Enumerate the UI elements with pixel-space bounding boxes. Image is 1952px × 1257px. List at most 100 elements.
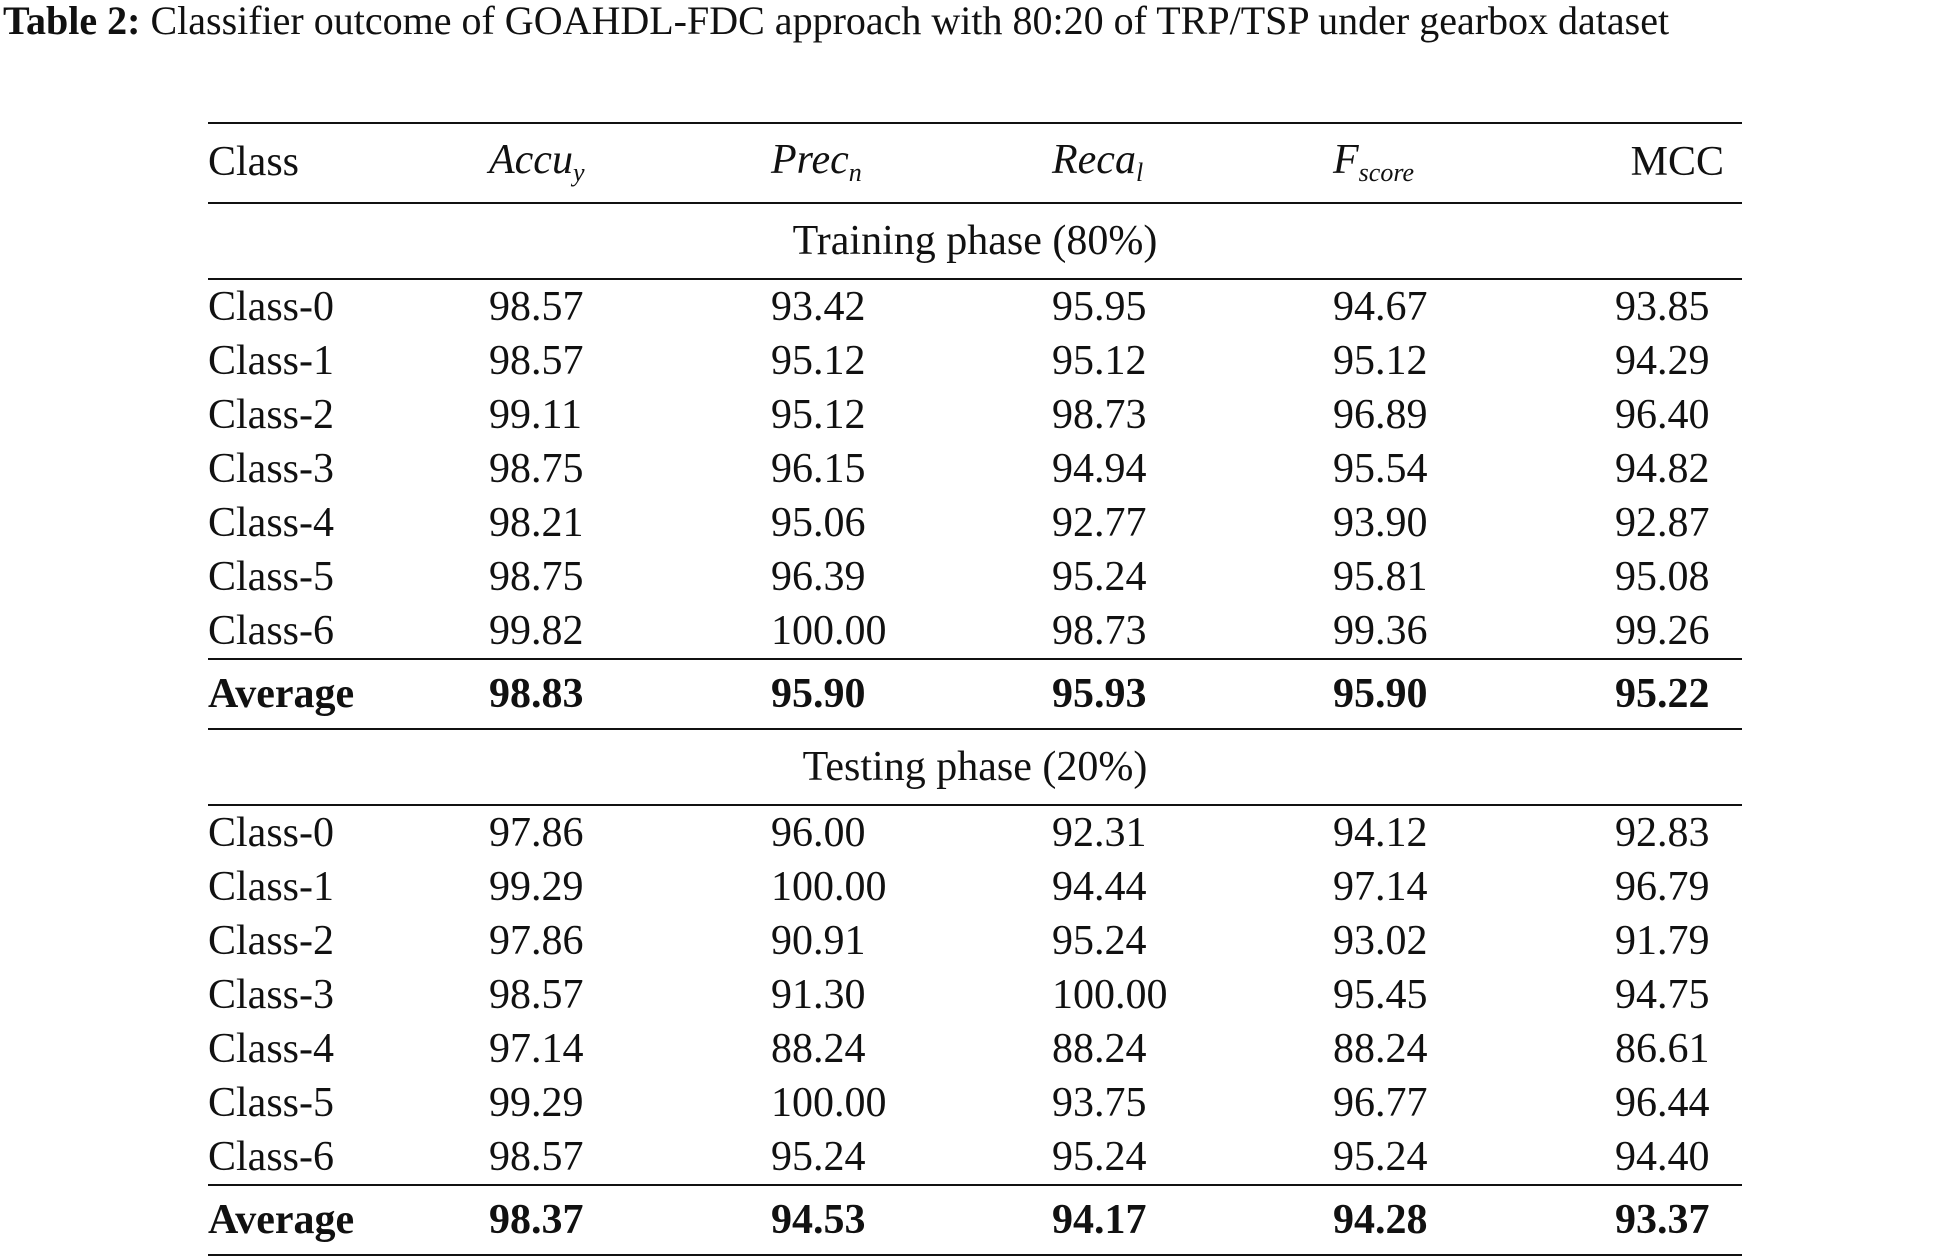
cell-class: Class-1 bbox=[208, 338, 334, 384]
cell-accuracy: 98.57 bbox=[489, 284, 584, 330]
cell-precision: 95.06 bbox=[771, 500, 866, 546]
average-cell-recall: 94.17 bbox=[1052, 1184, 1333, 1256]
cell-recall: 98.73 bbox=[1052, 608, 1147, 654]
header-mcc: MCC bbox=[1615, 122, 1742, 204]
cell-mcc: 95.08 bbox=[1615, 554, 1710, 600]
table-row: Class-1 98.57 95.12 95.12 95.12 94.29 bbox=[208, 334, 1742, 388]
cell-recall: 95.95 bbox=[1052, 284, 1147, 330]
table-row: Class-4 97.14 88.24 88.24 88.24 86.61 bbox=[208, 1022, 1742, 1076]
table-row: Class-3 98.57 91.30 100.00 95.45 94.75 bbox=[208, 968, 1742, 1022]
table-header-row: Class Accuy Precn Recal Fscore MCC bbox=[208, 122, 1742, 204]
cell-mcc: 94.29 bbox=[1615, 338, 1710, 384]
average-cell-recall: 95.93 bbox=[1052, 658, 1333, 730]
cell-recall: 95.24 bbox=[1052, 554, 1147, 600]
cell-recall: 93.75 bbox=[1052, 1080, 1147, 1126]
cell-mcc: 96.79 bbox=[1615, 864, 1710, 910]
table-row: Class-0 97.86 96.00 92.31 94.12 92.83 bbox=[208, 805, 1742, 860]
table-row: Class-5 99.29 100.00 93.75 96.77 96.44 bbox=[208, 1076, 1742, 1130]
cell-precision: 96.00 bbox=[771, 810, 866, 856]
cell-mcc: 96.40 bbox=[1615, 392, 1710, 438]
cell-mcc: 92.87 bbox=[1615, 500, 1710, 546]
cell-accuracy: 98.57 bbox=[489, 972, 584, 1018]
results-table-container: Class Accuy Precn Recal Fscore MCC Train… bbox=[208, 122, 1742, 1256]
cell-accuracy: 98.75 bbox=[489, 446, 584, 492]
table-row: Class-0 98.57 93.42 95.95 94.67 93.85 bbox=[208, 279, 1742, 334]
table-row: Class-4 98.21 95.06 92.77 93.90 92.87 bbox=[208, 496, 1742, 550]
cell-accuracy: 97.86 bbox=[489, 918, 584, 964]
cell-precision: 91.30 bbox=[771, 972, 866, 1018]
cell-fscore: 95.12 bbox=[1333, 338, 1428, 384]
cell-recall: 92.31 bbox=[1052, 810, 1147, 856]
cell-recall: 94.44 bbox=[1052, 864, 1147, 910]
cell-recall: 94.94 bbox=[1052, 446, 1147, 492]
phase-heading-row: Training phase (80%) bbox=[208, 203, 1742, 280]
cell-precision: 88.24 bbox=[771, 1026, 866, 1072]
cell-accuracy: 97.86 bbox=[489, 810, 584, 856]
cell-class: Class-4 bbox=[208, 500, 334, 546]
average-cell-mcc: 93.37 bbox=[1615, 1184, 1742, 1256]
average-row: Average 98.37 94.53 94.17 94.28 93.37 bbox=[208, 1184, 1742, 1256]
caption-label: Table 2: bbox=[3, 0, 141, 43]
cell-accuracy: 98.57 bbox=[489, 338, 584, 384]
cell-accuracy: 99.82 bbox=[489, 608, 584, 654]
average-cell-class: Average bbox=[208, 1184, 489, 1256]
cell-fscore: 94.67 bbox=[1333, 284, 1428, 330]
cell-accuracy: 97.14 bbox=[489, 1026, 584, 1072]
table-row: Class-5 98.75 96.39 95.24 95.81 95.08 bbox=[208, 550, 1742, 604]
cell-precision: 96.39 bbox=[771, 554, 866, 600]
cell-class: Class-6 bbox=[208, 608, 334, 654]
cell-mcc: 93.85 bbox=[1615, 284, 1710, 330]
cell-class: Class-0 bbox=[208, 810, 334, 856]
cell-class: Class-0 bbox=[208, 284, 334, 330]
table-row: Class-1 99.29 100.00 94.44 97.14 96.79 bbox=[208, 860, 1742, 914]
cell-class: Class-1 bbox=[208, 864, 334, 910]
table-row: Class-2 99.11 95.12 98.73 96.89 96.40 bbox=[208, 388, 1742, 442]
header-precision: Precn bbox=[771, 122, 1052, 204]
cell-class: Class-4 bbox=[208, 1026, 334, 1072]
cell-fscore: 96.89 bbox=[1333, 392, 1428, 438]
cell-mcc: 86.61 bbox=[1615, 1026, 1710, 1072]
header-accuracy: Accuy bbox=[489, 122, 771, 204]
average-cell-accuracy: 98.37 bbox=[489, 1184, 771, 1256]
average-row: Average 98.83 95.90 95.93 95.90 95.22 bbox=[208, 658, 1742, 730]
cell-recall: 98.73 bbox=[1052, 392, 1147, 438]
cell-recall: 95.24 bbox=[1052, 918, 1147, 964]
header-accuracy-base: Accu bbox=[489, 137, 573, 183]
cell-precision: 100.00 bbox=[771, 864, 887, 910]
phase-heading-row: Testing phase (20%) bbox=[208, 729, 1742, 806]
results-table: Class Accuy Precn Recal Fscore MCC Train… bbox=[208, 122, 1742, 1256]
average-cell-accuracy: 98.83 bbox=[489, 658, 771, 730]
cell-precision: 96.15 bbox=[771, 446, 866, 492]
cell-mcc: 92.83 bbox=[1615, 810, 1710, 856]
cell-class: Class-6 bbox=[208, 1134, 334, 1180]
cell-accuracy: 99.29 bbox=[489, 864, 584, 910]
cell-fscore: 93.90 bbox=[1333, 500, 1428, 546]
average-cell-fscore: 95.90 bbox=[1333, 658, 1615, 730]
cell-fscore: 95.24 bbox=[1333, 1134, 1428, 1180]
header-recall-base: Reca bbox=[1052, 137, 1136, 183]
cell-fscore: 93.02 bbox=[1333, 918, 1428, 964]
table-row: Class-2 97.86 90.91 95.24 93.02 91.79 bbox=[208, 914, 1742, 968]
header-fscore-base: F bbox=[1333, 137, 1359, 183]
cell-recall: 95.24 bbox=[1052, 1134, 1147, 1180]
header-accuracy-sub: y bbox=[572, 158, 585, 187]
cell-fscore: 94.12 bbox=[1333, 810, 1428, 856]
cell-fscore: 88.24 bbox=[1333, 1026, 1428, 1072]
table-caption: Table 2: Classifier outcome of GOAHDL-FD… bbox=[3, 0, 1947, 47]
cell-recall: 100.00 bbox=[1052, 972, 1168, 1018]
cell-mcc: 94.40 bbox=[1615, 1134, 1710, 1180]
header-fscore-sub: score bbox=[1358, 158, 1415, 187]
cell-accuracy: 98.75 bbox=[489, 554, 584, 600]
cell-class: Class-5 bbox=[208, 1080, 334, 1126]
cell-precision: 93.42 bbox=[771, 284, 866, 330]
cell-precision: 100.00 bbox=[771, 608, 887, 654]
cell-fscore: 95.81 bbox=[1333, 554, 1428, 600]
cell-mcc: 99.26 bbox=[1615, 608, 1710, 654]
cell-precision: 95.24 bbox=[771, 1134, 866, 1180]
header-precision-sub: n bbox=[848, 158, 862, 187]
table-row: Class-6 99.82 100.00 98.73 99.36 99.26 bbox=[208, 604, 1742, 659]
phase-title: Training phase (80%) bbox=[208, 203, 1742, 280]
header-precision-base: Prec bbox=[771, 137, 849, 183]
header-fscore: Fscore bbox=[1333, 122, 1615, 204]
cell-mcc: 94.75 bbox=[1615, 972, 1710, 1018]
